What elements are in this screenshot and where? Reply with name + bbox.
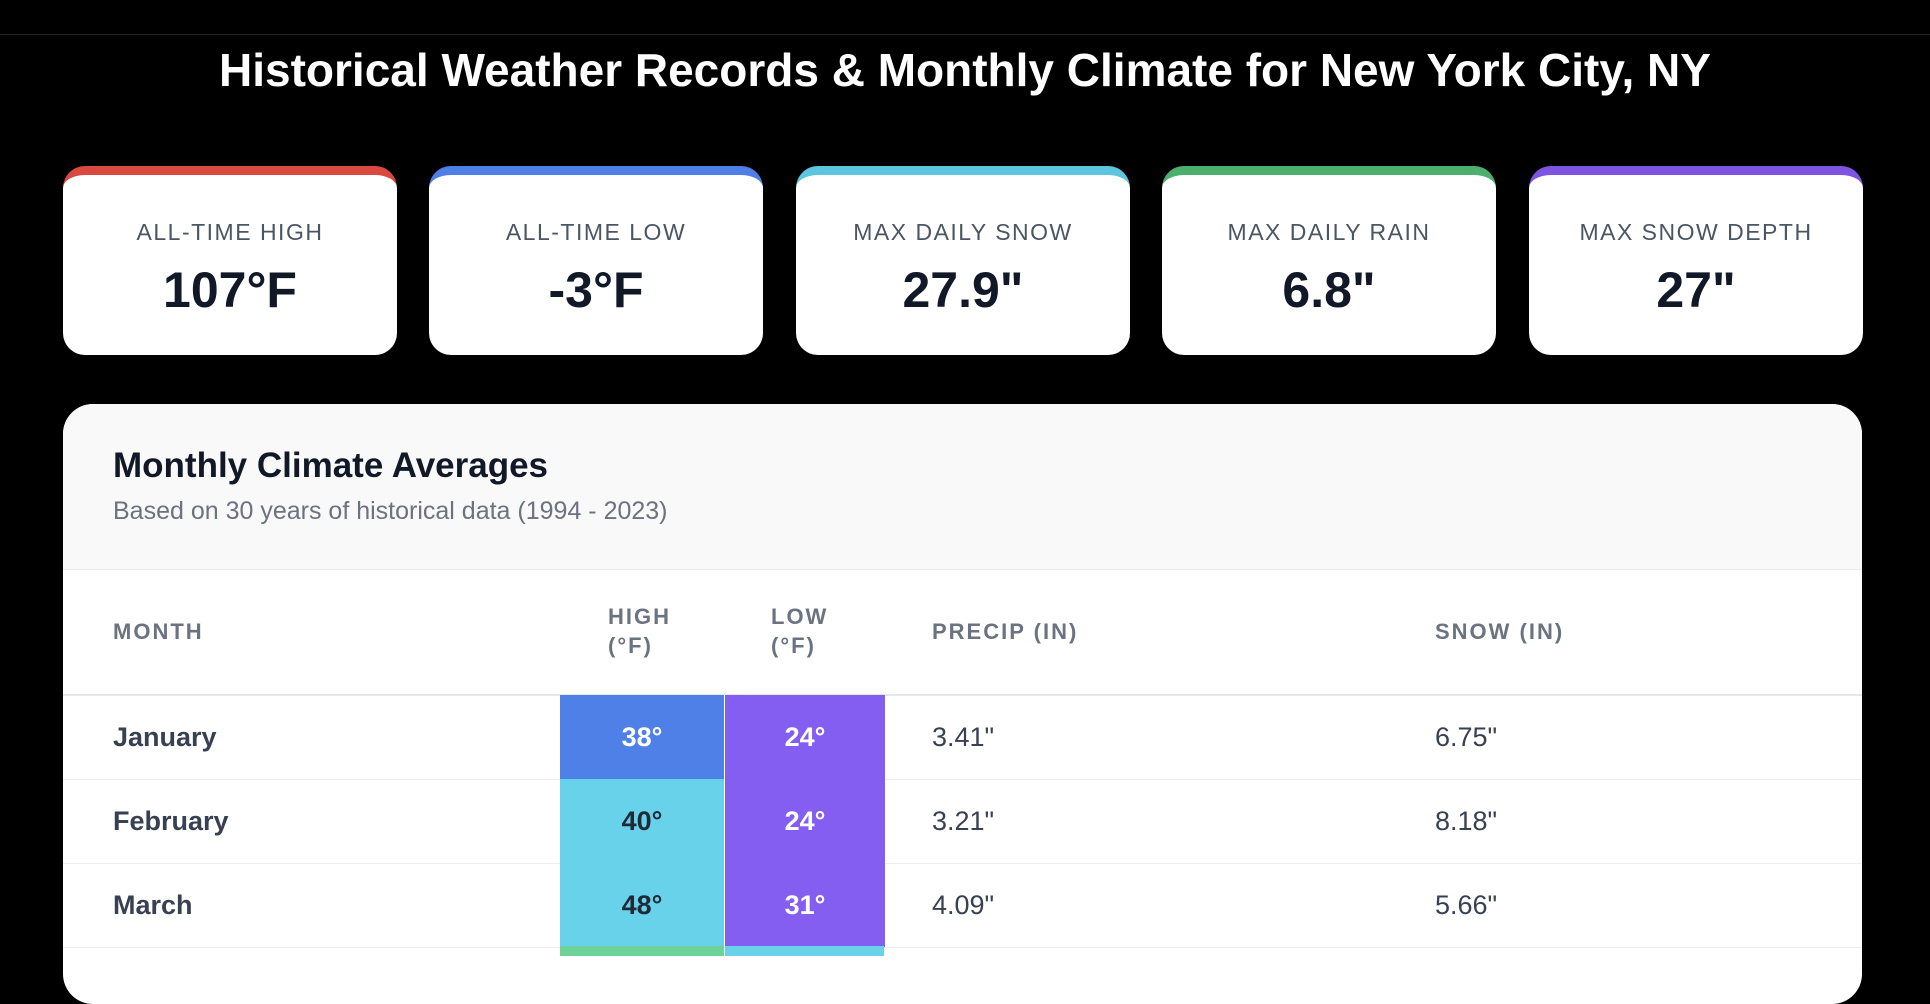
record-card: MAX DAILY RAIN 6.8" (1162, 166, 1496, 355)
record-value: 107°F (163, 262, 297, 318)
record-card: ALL-TIME LOW -3°F (429, 166, 763, 355)
table-row: March 48° 31° 4.09" 5.66" (63, 863, 1862, 948)
high-cell: 38° (560, 695, 724, 779)
record-label: MAX DAILY SNOW (853, 219, 1073, 245)
record-value: -3°F (548, 262, 644, 318)
high-cell: 40° (560, 779, 724, 863)
snow-cell: 8.18" (1435, 806, 1498, 836)
header-row: MONTH HIGH (°F) LOW (°F) PRECIP (IN) SNO… (63, 570, 1862, 696)
record-value: 6.8" (1282, 262, 1376, 318)
record-card: MAX SNOW DEPTH 27" (1529, 166, 1863, 355)
table-row: February 40° 24° 3.21" 8.18" (63, 779, 1862, 864)
record-value: 27" (1656, 262, 1736, 318)
table-row: January 38° 24° 3.41" 6.75" (63, 695, 1862, 780)
column-header: LOW (°F) (771, 604, 829, 658)
snow-cell: 5.66" (1435, 890, 1498, 920)
panel-subtitle: Based on 30 years of historical data (19… (113, 497, 668, 525)
cell-strip (725, 946, 884, 956)
month-cell: February (113, 806, 229, 836)
panel-header: Monthly Climate Averages Based on 30 yea… (63, 404, 1862, 570)
high-cell: 48° (560, 863, 724, 947)
column-header: HIGH (°F) (608, 604, 671, 658)
column-header: MONTH (113, 619, 204, 644)
month-cell: January (113, 722, 217, 752)
column-header: PRECIP (IN) (932, 619, 1079, 644)
low-cell: 24° (724, 695, 885, 779)
low-cell: 31° (724, 863, 885, 947)
record-card: ALL-TIME HIGH 107°F (63, 166, 397, 355)
record-value: 27.9" (902, 262, 1024, 318)
page-title: Historical Weather Records & Monthly Cli… (219, 44, 1711, 96)
climate-panel: Monthly Climate Averages Based on 30 yea… (63, 404, 1862, 1004)
record-label: MAX SNOW DEPTH (1579, 219, 1813, 245)
precip-cell: 3.21" (932, 806, 995, 836)
record-label: ALL-TIME LOW (505, 219, 687, 245)
record-card: MAX DAILY SNOW 27.9" (796, 166, 1130, 355)
column-header: SNOW (IN) (1435, 619, 1565, 644)
panel-title: Monthly Climate Averages (113, 446, 549, 485)
record-label: MAX DAILY RAIN (1227, 219, 1431, 245)
record-label: ALL-TIME HIGH (136, 219, 324, 245)
precip-cell: 4.09" (932, 890, 995, 920)
precip-cell: 3.41" (932, 722, 995, 752)
page: Historical Weather Records & Monthly Cli… (0, 34, 1930, 1004)
top-divider (0, 34, 1930, 35)
cell-strip (560, 946, 724, 956)
low-cell: 24° (724, 779, 885, 863)
snow-cell: 6.75" (1435, 722, 1498, 752)
month-cell: March (113, 890, 193, 920)
